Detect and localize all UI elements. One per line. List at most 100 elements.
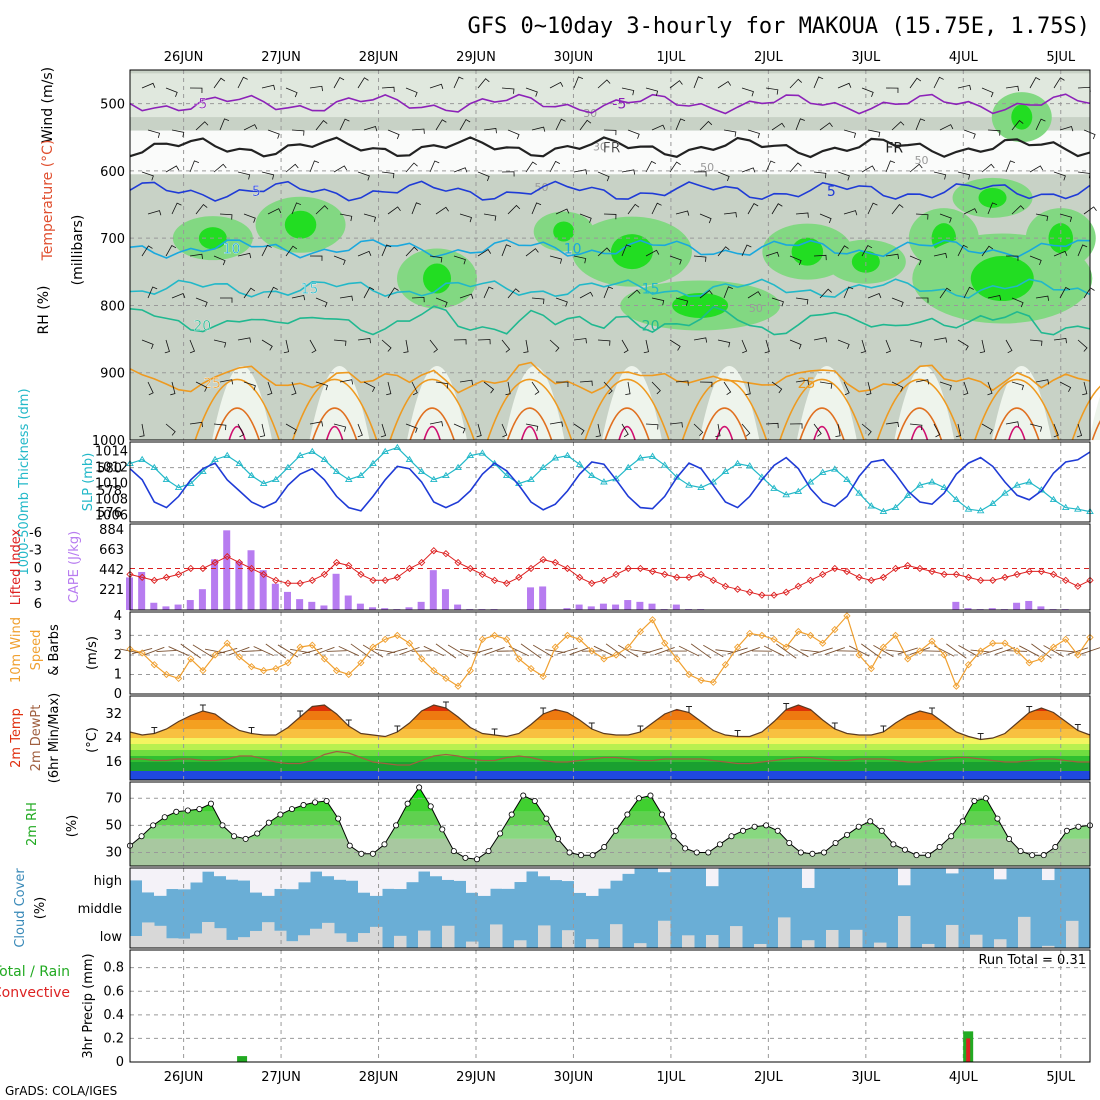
wind-barb [189,421,203,428]
wind-speed-marker [891,631,900,640]
rh-marker [1052,844,1059,851]
axis-label-rh: RH (%) [36,286,52,335]
wind-speed-marker [1049,643,1058,651]
wind-barb [387,206,401,215]
wind-barb [837,339,850,350]
lifted-index-marker [916,564,924,573]
wind-barb [1053,250,1068,257]
lifted-index-marker [746,588,754,596]
wind-barb [573,169,588,175]
cloud-clear-high [550,868,563,881]
wind-speed-marker [976,647,985,655]
wind-barb [795,297,809,305]
surface-wind-barb [326,650,347,652]
surface-wind-barb [338,645,359,657]
lifted-index-marker [332,558,341,567]
wind-barb [741,244,752,257]
slp-marker [733,459,742,467]
temp-minmax-bar [588,722,595,729]
wind-barb [339,118,350,131]
surface-wind-barb [144,646,165,656]
surface-wind-barb [848,645,870,657]
lifted-index-marker [247,564,256,573]
wind-barb [747,203,759,215]
rh-marker [242,835,249,842]
surface-wind-barb [265,643,287,659]
lifted-index-marker [721,582,730,590]
wind-barb [771,381,783,394]
wind-barb [531,202,542,215]
wind-barb [789,339,802,350]
wind-barb [507,129,520,140]
wind-barb [139,423,145,438]
lifted-index-marker [466,564,474,573]
thickness-tick-label: 580 [97,462,122,477]
lifted-index-marker [806,576,815,584]
lifted-index-marker [1062,576,1070,584]
slp-tick-label: 1008 [95,493,128,508]
rh-marker [716,841,723,848]
cloud-clear-low [310,928,323,948]
pressure-tick-label: 700 [100,232,125,247]
slp-marker [527,475,535,483]
rh-marker [728,833,735,840]
rh-very-moist-area [610,234,653,270]
wind-speed-marker [733,643,742,651]
wind-barb [405,246,418,257]
wind-speed-marker [867,664,875,673]
wind-barb [789,162,802,173]
cloud-clear-high [430,868,443,877]
cloud-clear-high [226,868,239,880]
wind-barb [715,423,721,438]
rh-marker [254,830,261,837]
rh-band [130,798,1090,812]
wind-barb [957,84,972,91]
rh-marker [832,839,839,846]
temperature-contour-label: 20 [642,319,660,335]
wind-barb [717,339,731,348]
cloud-clear-high [190,868,203,883]
wind-barb [939,124,954,131]
wind-barb [643,339,649,354]
slp-marker [332,467,341,475]
wind-barb [699,289,713,299]
wind-barb [741,423,751,437]
cape-bar [417,601,425,610]
wind-barb [429,83,444,89]
wind-speed-marker [673,655,681,663]
slp-marker [1049,495,1058,503]
rh-marker [578,852,585,859]
pressure-tick-label: 600 [100,165,125,180]
wind-barb [195,121,209,131]
wind-barb [259,423,266,438]
surface-wind-barb [217,647,238,655]
lifted-index-marker [284,579,292,587]
wind-barb [1077,244,1088,257]
wind-barb [213,255,226,266]
wind-barb [309,339,317,354]
lifted-index-marker [612,570,620,579]
cloud-clear-low [1018,916,1031,948]
temperature-contour [228,425,246,441]
wind-barb [453,167,468,173]
wind-barb [309,421,324,427]
wind-barb [1035,379,1050,385]
lifted-index-marker [758,591,766,599]
wind-speed-marker [940,651,948,659]
slp-marker [770,484,778,491]
wind-barb [573,255,587,264]
wind-speed-marker [709,678,717,686]
temperature-contour-label: 10 [223,241,241,257]
wind-barb [261,84,276,91]
cloud-clear-low [634,943,647,948]
wind-barb [597,79,611,89]
lifted-index-marker [673,573,681,582]
lifted-index-marker [381,576,389,584]
wind-barb [381,86,395,93]
surface-wind-barb [763,645,785,657]
wind-barb [531,126,546,132]
lifted-index-marker [150,576,158,584]
wind-barb [915,297,929,303]
wind-barb [723,381,732,395]
rh-marker [404,800,411,807]
